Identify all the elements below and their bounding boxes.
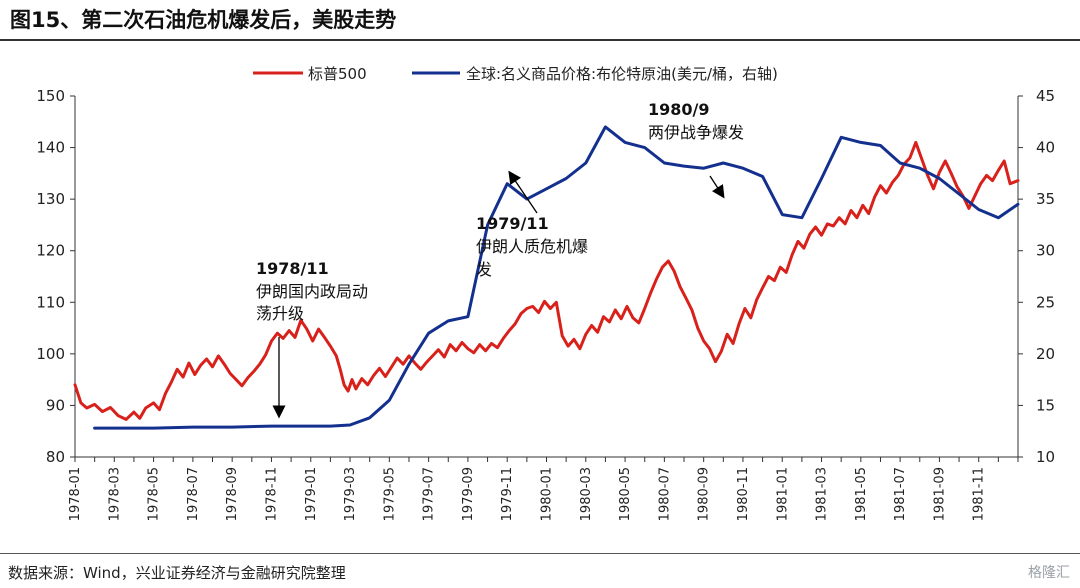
x-tick-label: 1978-07 <box>186 467 201 521</box>
series-layer <box>73 125 1020 430</box>
y-right-tick-label: 35 <box>1036 190 1055 208</box>
x-tick-label: 1980-11 <box>736 467 751 521</box>
annotation-1978-11-line1: 伊朗国内政局动 <box>256 282 368 301</box>
x-tick-label: 1981-09 <box>932 467 947 521</box>
y-left-tick-label: 150 <box>36 87 65 105</box>
y-right-tick-label: 45 <box>1036 87 1055 105</box>
x-tick-label: 1978-05 <box>147 467 162 521</box>
y-right-tick-label: 20 <box>1036 345 1055 363</box>
y-left-tick-label: 130 <box>36 190 65 208</box>
x-tick-label: 1980-09 <box>697 467 712 521</box>
y-left-tick-label: 110 <box>36 293 65 311</box>
legend: 标普500 全球:名义商品价格:布伦特原油(美元/桶，右轴) <box>253 65 778 83</box>
series-oil-line <box>93 125 1020 430</box>
annotation-1979-11-line1: 伊朗人质危机爆 <box>476 237 588 256</box>
y-left-tick-label: 120 <box>36 242 65 260</box>
x-tick-label: 1981-03 <box>815 467 830 521</box>
y-left-tick-label: 80 <box>46 448 65 466</box>
x-tick-label: 1981-05 <box>854 467 869 521</box>
series-sp500-line <box>73 140 1020 421</box>
x-tick-label: 1980-03 <box>579 467 594 521</box>
x-tick-label: 1978-03 <box>107 467 122 521</box>
y-right-tick-label: 15 <box>1036 396 1055 414</box>
x-tick-label: 1978-09 <box>225 467 240 521</box>
x-tick-label: 1979-11 <box>500 467 515 521</box>
x-tick-label: 1981-07 <box>893 467 908 521</box>
y-left-tick-label: 90 <box>46 396 65 414</box>
annotation-1980-9-date: 1980/9 <box>648 100 710 119</box>
annotation-1980-9-arrow <box>709 175 725 199</box>
x-tick-label: 1980-01 <box>540 467 555 521</box>
y-right-tick-label: 25 <box>1036 293 1055 311</box>
source-note: 数据来源：Wind，兴业证券经济与金融研究院整理 <box>8 564 346 582</box>
x-tick-label: 1978-11 <box>264 467 279 521</box>
chart: 80 90 100 110 120 130 140 150 10 15 20 25 30 35 40 45 19… <box>36 65 1055 521</box>
footer-divider <box>0 553 1080 554</box>
annotation-1980-9-line1: 两伊战争爆发 <box>648 123 744 142</box>
y-left-tick-label: 100 <box>36 345 65 363</box>
axes: 80 90 100 110 120 130 140 150 10 15 20 25 30 35 40 45 19… <box>36 87 1055 521</box>
page-title: 图15、第二次石油危机爆发后，美股走势 <box>10 8 397 32</box>
x-tick-label: 1981-11 <box>972 467 987 521</box>
x-tick-label: 1979-03 <box>343 467 358 521</box>
x-tick-label: 1981-01 <box>775 467 790 521</box>
x-tick-label: 1980-05 <box>618 467 633 521</box>
x-tick-label: 1980-07 <box>657 467 672 521</box>
legend-sp500-label: 标普500 <box>308 65 367 83</box>
annotation-1979-11-line2: 发 <box>476 260 492 279</box>
annotation-1979-11-date: 1979/11 <box>476 214 549 233</box>
annotation-1978-11-date: 1978/11 <box>256 259 329 278</box>
annotation-1978-11: 1978/11 伊朗国内政局动 荡升级 <box>256 259 368 419</box>
x-tick-label: 1979-01 <box>304 467 319 521</box>
y-right-tick-label: 10 <box>1036 448 1055 466</box>
annotation-1979-11-arrow <box>508 170 538 214</box>
x-tick-label: 1978-01 <box>68 467 83 521</box>
y-right-tick-label: 40 <box>1036 139 1055 157</box>
y-left-tick-label: 140 <box>36 139 65 157</box>
y-right-tick-label: 30 <box>1036 242 1055 260</box>
x-tick-label: 1979-09 <box>461 467 476 521</box>
title-divider <box>0 39 1080 41</box>
legend-oil-label: 全球:名义商品价格:布伦特原油(美元/桶，右轴) <box>466 65 778 83</box>
watermark-logo: 格隆汇 <box>1028 565 1070 581</box>
annotation-1978-11-line2: 荡升级 <box>256 304 304 323</box>
x-tick-label: 1979-07 <box>422 467 437 521</box>
annotation-1979-11: 1979/11 伊朗人质危机爆 发 <box>476 170 588 279</box>
annotation-1980-9: 1980/9 两伊战争爆发 <box>648 100 744 199</box>
x-tick-label: 1979-05 <box>382 467 397 521</box>
